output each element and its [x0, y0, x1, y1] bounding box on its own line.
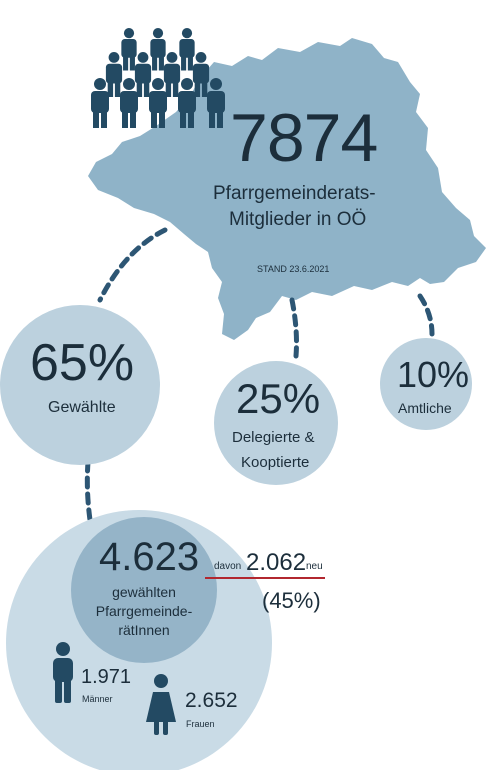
- elected-count: 4.623: [99, 535, 200, 579]
- neu-label: neu: [306, 561, 323, 572]
- total-members-label-line2: Mitglieder in OÖ: [229, 209, 367, 230]
- connector-elected: [84, 459, 93, 523]
- connector-gewaehlte: [97, 227, 168, 303]
- gewaehlte-percent: 65%: [30, 334, 135, 392]
- people-group-icon: [91, 27, 225, 128]
- man-icon: [53, 642, 73, 703]
- women-count: 2.652: [185, 689, 238, 712]
- gewaehlte-label: Gewählte: [48, 399, 116, 416]
- amtliche-circle: [380, 338, 472, 430]
- new-members-count: 2.062: [246, 549, 307, 576]
- amtliche-label: Amtliche: [398, 400, 452, 416]
- upper-austria-map: [88, 38, 486, 340]
- elected-label-line3: rätInnen: [118, 622, 170, 638]
- delegierte-percent: 25%: [236, 375, 321, 422]
- gewaehlte-circle: [0, 305, 160, 465]
- connector-amtliche: [417, 293, 435, 337]
- elected-inner-circle: [71, 517, 217, 663]
- delegierte-circle: [214, 361, 338, 485]
- women-label: Frauen: [186, 719, 215, 729]
- connector-delegierte: [289, 297, 299, 359]
- total-members-label-line1: Pfarrgemeinderats-: [213, 183, 376, 204]
- delegierte-label-line1: Delegierte &: [232, 429, 315, 446]
- davon-label: davon: [214, 561, 242, 572]
- stand-date: STAND 23.6.2021: [257, 264, 330, 274]
- men-count: 1.971: [81, 666, 132, 688]
- elected-label-line1: gewählten: [112, 584, 176, 600]
- delegierte-label-line2: Kooptierte: [241, 454, 310, 471]
- total-members-number: 7874: [230, 100, 378, 176]
- amtliche-percent: 10%: [397, 354, 470, 395]
- elected-label-line2: Pfarrgemeinde-: [95, 603, 193, 619]
- woman-icon: [146, 674, 176, 735]
- new-members-percent: (45%): [262, 588, 321, 613]
- men-label: Männer: [82, 694, 113, 704]
